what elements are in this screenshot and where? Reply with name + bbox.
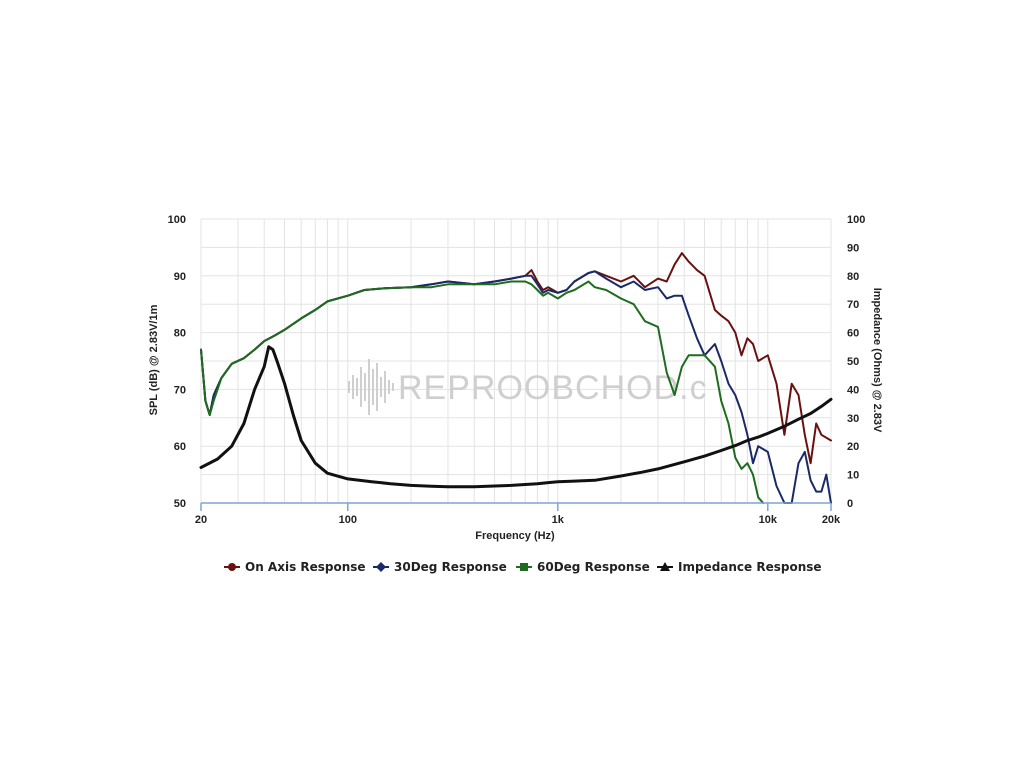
y2-tick-label: 70 [847,299,859,311]
x-tick-label: 1k [552,514,565,526]
legend-item-30deg-response: 30Deg Response [373,560,507,574]
x-tick-label: 20 [195,514,207,526]
legend-item-on-axis-response: On Axis Response [224,560,366,574]
watermark-waveform-icon [348,359,394,415]
series-layer [199,252,833,504]
watermark-text: REPROOBCHOD.c [398,369,708,407]
x-axis-label: Frequency (Hz) [475,530,555,542]
x-tick-label: 20k [822,514,841,526]
y2-tick-label: 60 [847,328,859,340]
watermark: REPROOBCHOD.c [348,359,708,415]
legend-label: Impedance Response [678,560,822,574]
legend-label: 60Deg Response [537,560,650,574]
y2-tick-label: 100 [847,214,865,226]
y2-tick-label: 50 [847,356,859,368]
y2-tick-label: 90 [847,242,859,254]
axes: 20 100 1k 10k 20k 50 60 70 80 90 100 0 10 20 30 40 50 60 7… [168,214,866,526]
y-tick-label: 60 [174,441,186,453]
series-line-60deg-response [200,280,765,504]
y2-tick-label: 0 [847,498,853,510]
y-tick-label: 70 [174,384,186,396]
legend-label: 30Deg Response [394,560,507,574]
y-tick-label: 80 [174,328,186,340]
y-tick-label: 90 [174,271,186,283]
y-tick-label: 50 [174,498,186,510]
legend: On Axis Response 30Deg Response 60Deg Resp… [224,560,822,574]
x-tick-label: 10k [759,514,778,526]
triangle-marker-icon [660,562,670,571]
legend-item-60deg-response: 60Deg Response [516,560,650,574]
y2-tick-label: 20 [847,441,859,453]
y2-tick-label: 30 [847,413,859,425]
square-marker-icon [520,563,528,571]
y-tick-label: 100 [168,214,186,226]
x-tick-label: 100 [339,514,357,526]
circle-marker-icon [228,563,236,571]
y2-tick-label: 40 [847,384,859,396]
grid-lines [200,218,832,504]
y2-tick-label: 80 [847,271,859,283]
y2-tick-label: 10 [847,470,859,482]
y2-axis-label: Impedance (Ohms) @ 2.83V [871,288,883,433]
series-line-impedance-response [199,345,833,489]
y-axis-label: SPL (dB) @ 2.83V/1m [148,304,160,415]
legend-label: On Axis Response [245,560,366,574]
diamond-marker-icon [376,562,386,572]
legend-item-impedance-response: Impedance Response [657,560,822,574]
